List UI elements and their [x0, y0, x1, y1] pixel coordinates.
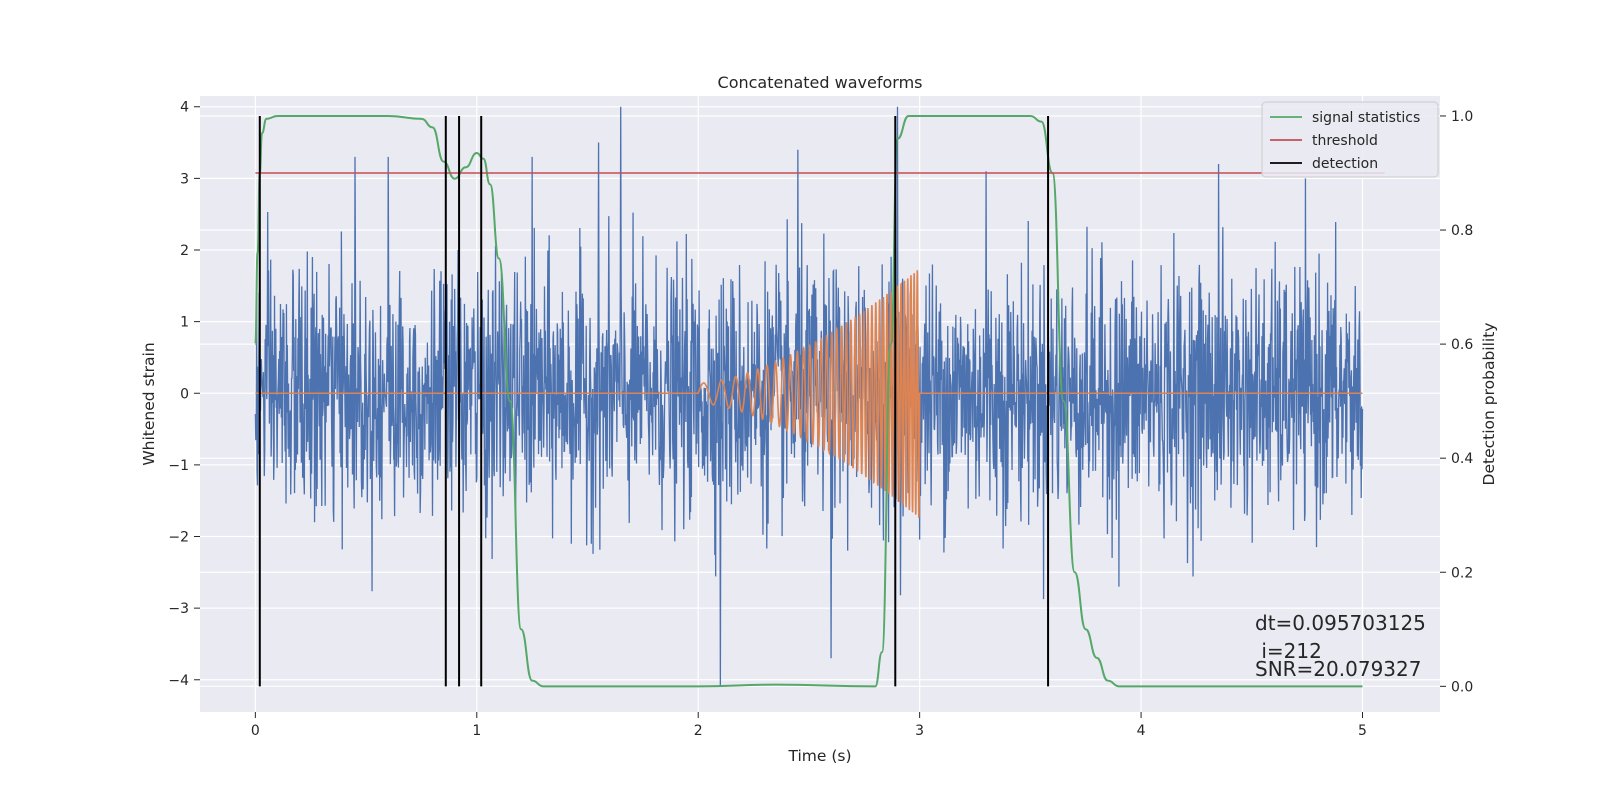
x-tick-label: 2 — [694, 723, 703, 739]
annotation-dt: dt=0.095703125 — [1255, 611, 1426, 635]
legend: signal statistics threshold detection — [1261, 101, 1439, 178]
detection-series — [258, 115, 1050, 687]
x-tick-label: 4 — [1137, 723, 1146, 739]
y-tick-label: −4 — [168, 673, 189, 689]
x-tick-label: 5 — [1358, 723, 1367, 739]
noise-series — [254, 106, 1364, 687]
annotation-snr: SNR=20.079327 — [1255, 657, 1421, 681]
legend-label-detection: detection — [1312, 156, 1378, 172]
y-tick-label: 0 — [180, 386, 189, 402]
y2-tick-label: 0.8 — [1451, 223, 1473, 239]
x-axis-label: Time (s) — [787, 747, 851, 765]
y-tick-label: −2 — [168, 530, 189, 546]
annotation-i: i=212 — [1255, 639, 1322, 663]
y-tick-label: 2 — [180, 243, 189, 259]
y2-tick-label: 0.2 — [1451, 565, 1473, 581]
y2-axis-label: Detection probability — [1480, 323, 1498, 486]
legend-box — [1261, 101, 1439, 178]
y2-tick-label: 0.4 — [1451, 451, 1473, 467]
ticks: 0 1 2 3 4 5 −4 −3 −2 −1 0 1 2 3 4 0.0 0.2 0.4 0.6 0.8 1.0 — [168, 100, 1473, 739]
y-axis-label: Whitened strain — [140, 342, 158, 465]
legend-label-threshold: threshold — [1312, 133, 1378, 149]
signal-statistics-series — [254, 114, 1363, 688]
y-tick-label: 3 — [180, 171, 189, 187]
chirp-line — [255, 270, 1363, 518]
x-tick-label: 3 — [915, 723, 924, 739]
x-tick-label: 1 — [472, 723, 481, 739]
y-tick-label: −3 — [168, 601, 189, 617]
signal-statistics-line — [254, 114, 1363, 688]
legend-label-signal-statistics: signal statistics — [1312, 110, 1420, 126]
y2-tick-label: 1.0 — [1451, 109, 1473, 125]
chart-title: Concatenated waveforms — [718, 73, 923, 92]
y-tick-label: 1 — [180, 315, 189, 331]
y-tick-label: −1 — [168, 458, 189, 474]
noise-line — [254, 106, 1364, 687]
y-tick-label: 4 — [180, 100, 189, 116]
y2-tick-label: 0.0 — [1451, 679, 1473, 695]
x-tick-label: 0 — [251, 723, 260, 739]
y2-tick-label: 0.6 — [1451, 337, 1473, 353]
chirp-series — [255, 270, 1363, 518]
